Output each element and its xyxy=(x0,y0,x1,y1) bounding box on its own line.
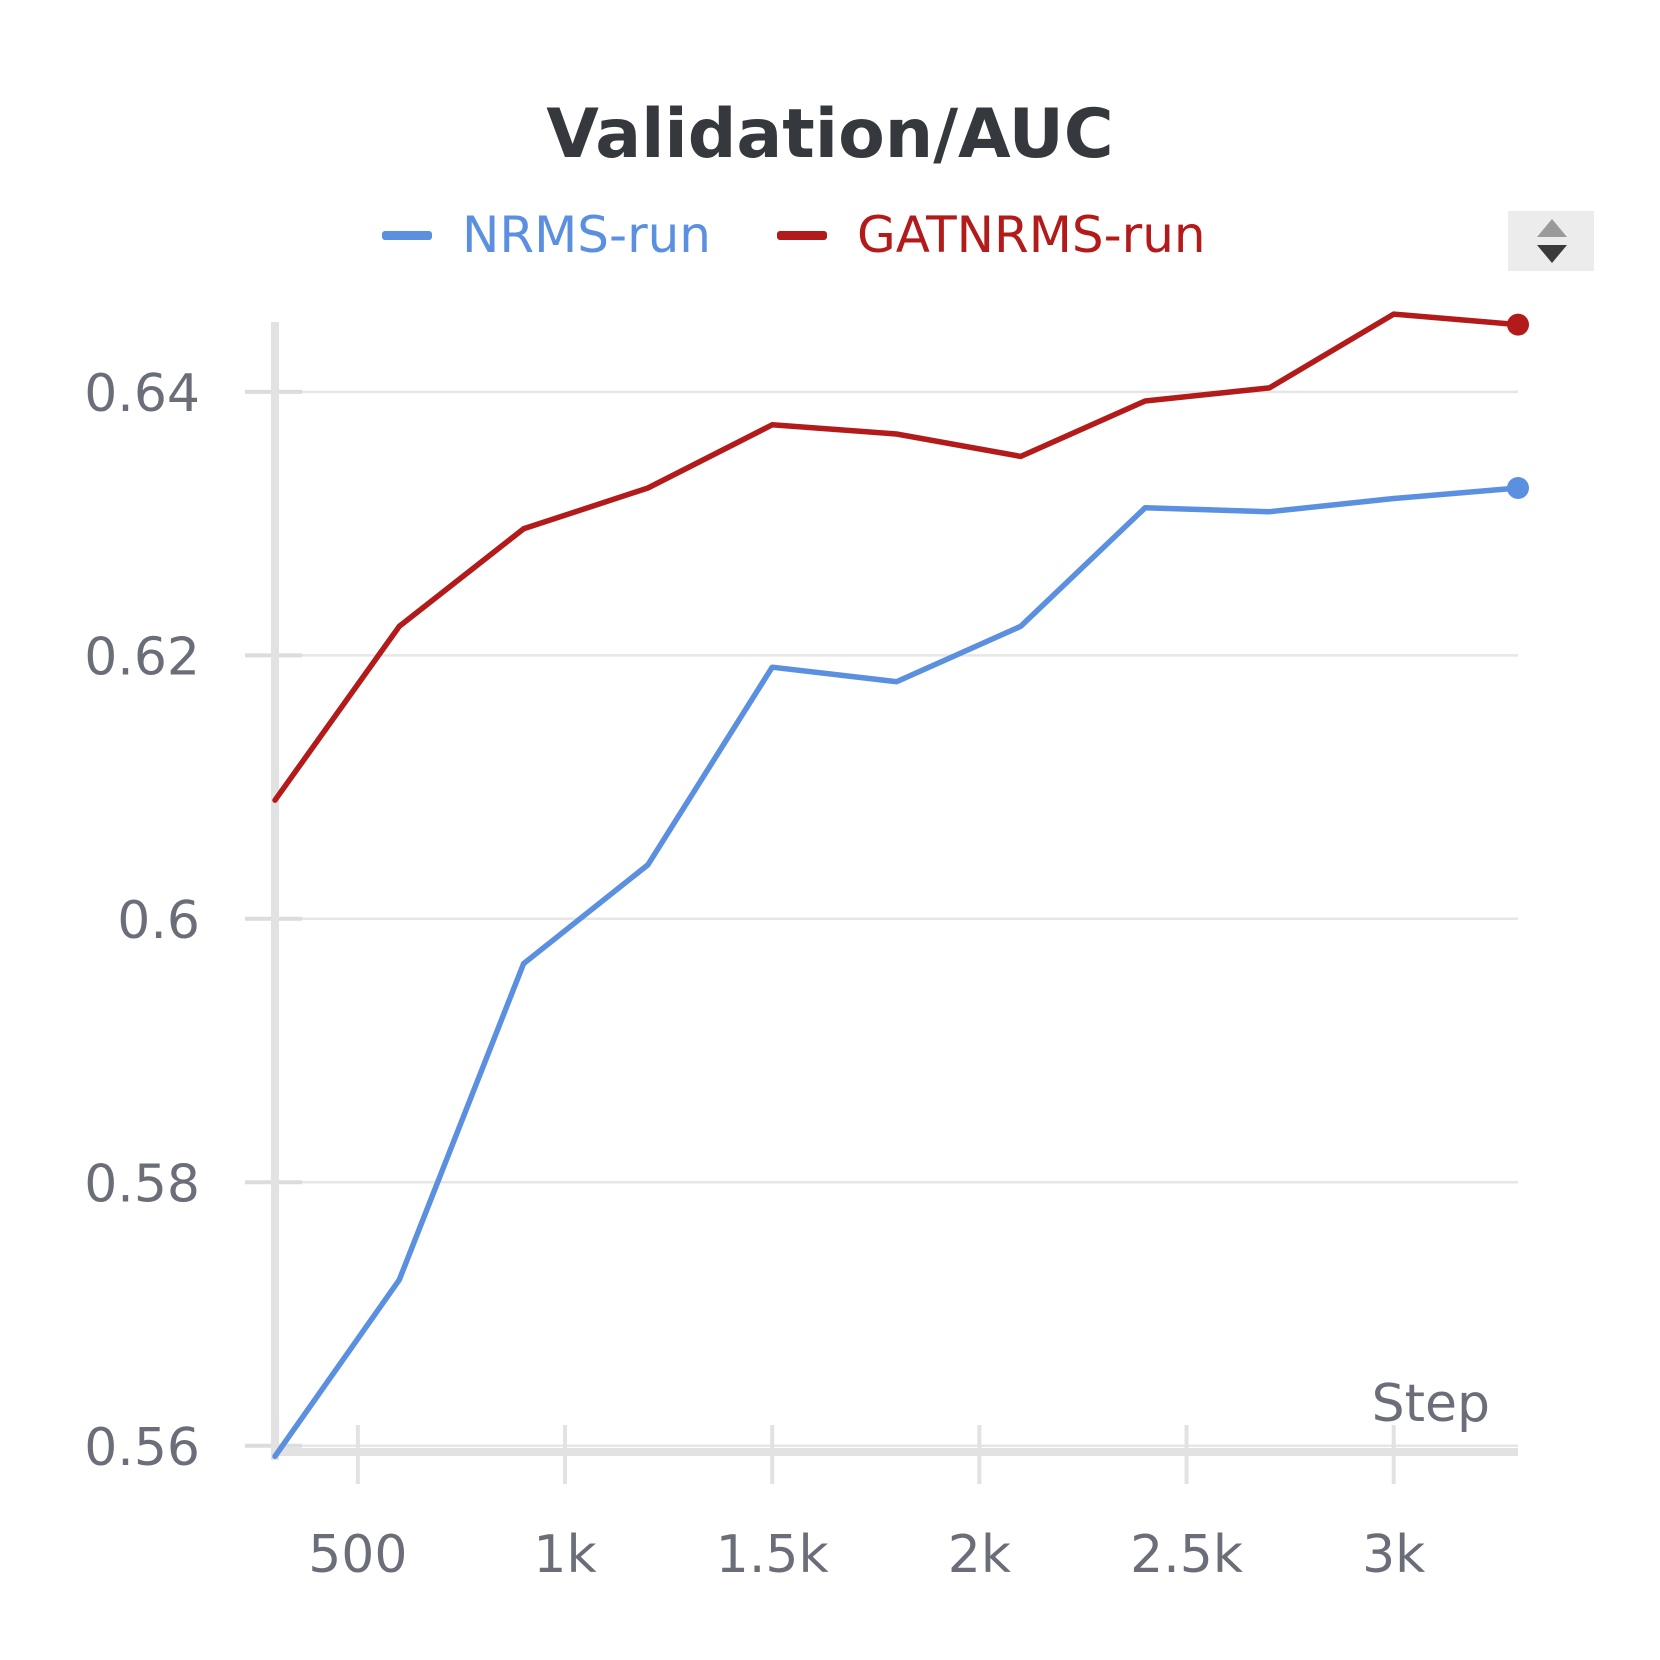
legend-label-gatnrms-run: GATNRMS-run xyxy=(857,206,1206,264)
legend-item-nrms-run[interactable]: NRMS-run xyxy=(382,205,711,265)
x-tick-label: 500 xyxy=(308,1525,407,1585)
tick-labels: 0.56 0.58 0.6 0.62 0.64 500 1k 1.5k 2k 2.5k 3k xyxy=(84,364,1425,1585)
chart-title: Validation/AUC xyxy=(546,95,1114,174)
axes xyxy=(245,322,1518,1484)
x-tick-label: 2k xyxy=(948,1525,1011,1585)
x-axis-label: Step xyxy=(1372,1374,1490,1434)
x-tick-label: 1k xyxy=(533,1525,596,1585)
series-end-marker-gatnrms-run[interactable] xyxy=(1507,313,1529,336)
caret-down-icon[interactable] xyxy=(1537,245,1567,263)
legend-label-nrms-run: NRMS-run xyxy=(462,206,711,264)
legend: NRMS-run GATNRMS-run xyxy=(0,205,1660,265)
y-tick-label: 0.64 xyxy=(84,364,200,424)
x-tick-label: 3k xyxy=(1362,1525,1425,1585)
series-end-marker-nrms-run[interactable] xyxy=(1507,476,1529,499)
legend-item-gatnrms-run[interactable]: GATNRMS-run xyxy=(777,205,1206,265)
y-tick-label: 0.6 xyxy=(117,891,200,951)
y-tick-label: 0.56 xyxy=(84,1418,200,1478)
legend-scroll-control[interactable] xyxy=(1508,211,1594,271)
y-tick-label: 0.58 xyxy=(84,1154,200,1214)
y-tick-label: 0.62 xyxy=(84,627,200,687)
x-tick-label: 1.5k xyxy=(716,1525,829,1585)
legend-swatch-gatnrms-run xyxy=(777,230,827,240)
legend-swatch-nrms-run xyxy=(382,230,432,240)
series-line-gatnrms-run[interactable] xyxy=(272,311,1521,803)
x-tick-label: 2.5k xyxy=(1130,1525,1243,1585)
series-line-nrms-run[interactable] xyxy=(272,485,1521,1460)
caret-up-icon[interactable] xyxy=(1537,219,1567,237)
series-lines xyxy=(272,311,1529,1460)
grid-lines xyxy=(245,390,1518,1448)
